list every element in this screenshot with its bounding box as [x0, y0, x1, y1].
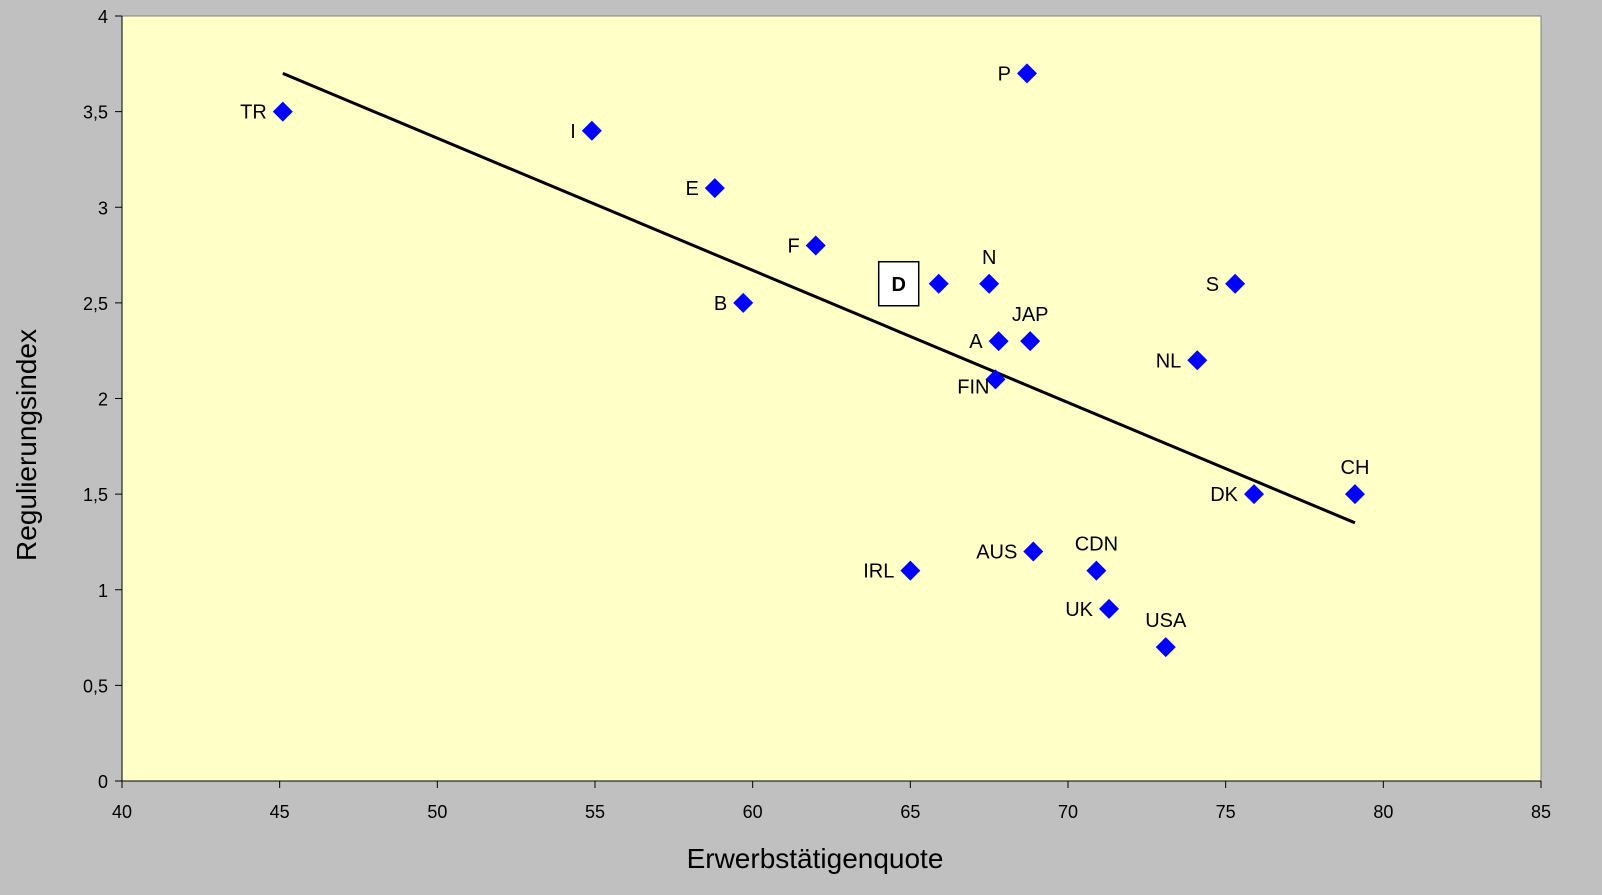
y-tick-label: 4: [98, 7, 108, 27]
data-point-marker: [988, 331, 1009, 352]
axes: 40 45 50 55 60 65 70 75 80 85 0 0,5 1 1,5 2 2,5 3 3,5 4: [83, 7, 1551, 822]
x-axis-title: Erwerbstätigenquote: [687, 843, 944, 874]
x-tick-label: 60: [743, 802, 763, 822]
data-point-label: USA: [1145, 610, 1187, 632]
data-point-marker: [979, 273, 1000, 294]
data-point-label: AUS: [976, 542, 1017, 564]
y-tick-label: 1: [98, 581, 108, 601]
y-tick-label: 3: [98, 198, 108, 218]
y-tick-label: 1,5: [83, 485, 108, 505]
data-point-marker: [1023, 541, 1044, 562]
data-point-marker: [704, 178, 725, 199]
x-tick-label: 70: [1058, 802, 1078, 822]
data-point-marker: [1098, 598, 1119, 619]
y-tick-label: 2: [98, 390, 108, 410]
data-points-group: TR I E B F D N A JAP FIN P AUS IRL CDN UK USA NL S DK CH: [240, 63, 1370, 658]
x-tick-label: 65: [900, 802, 920, 822]
data-point-label: B: [714, 293, 727, 315]
x-tick-label: 55: [585, 802, 605, 822]
data-point-marker: [733, 292, 754, 313]
data-point-marker: [1155, 637, 1176, 658]
data-point-marker: [985, 369, 1006, 390]
data-point-label: A: [969, 331, 983, 353]
data-point-label: CH: [1341, 457, 1370, 479]
data-point-marker: [1344, 484, 1365, 505]
x-tick-label: 45: [270, 802, 290, 822]
data-point-marker: [272, 101, 293, 122]
data-point-label: N: [982, 247, 996, 269]
data-point-marker: [1086, 560, 1107, 581]
data-point-marker: [1020, 331, 1041, 352]
data-point-label: JAP: [1012, 304, 1049, 326]
x-tick-label: 50: [427, 802, 447, 822]
x-tick-label: 40: [112, 802, 132, 822]
data-point-label: UK: [1065, 599, 1093, 621]
x-tick-label: 75: [1216, 802, 1236, 822]
trendline-group: [282, 71, 1356, 525]
data-point-label: F: [788, 236, 800, 258]
data-point-label: P: [998, 63, 1011, 85]
y-tick-label: 0: [98, 772, 108, 792]
data-point-marker: [581, 120, 602, 141]
data-point-marker: [1187, 350, 1208, 371]
data-point-label: D: [891, 274, 905, 296]
data-point-label: S: [1206, 274, 1219, 296]
data-point-label: TR: [240, 102, 267, 124]
data-point-label: IRL: [863, 561, 894, 583]
y-tick-label: 2,5: [83, 294, 108, 314]
highlight-box: [877, 261, 920, 307]
data-point-marker: [900, 560, 921, 581]
x-tick-label: 85: [1531, 802, 1551, 822]
data-point-label: I: [570, 121, 576, 143]
x-tick-label: 80: [1373, 802, 1393, 822]
data-point-marker: [805, 235, 826, 256]
data-point-marker: [1017, 63, 1038, 84]
data-point-marker: [1225, 273, 1246, 294]
data-point-label: CDN: [1075, 534, 1118, 556]
plot-area: [121, 15, 1542, 782]
y-tick-label: 3,5: [83, 103, 108, 123]
data-point-label: FIN: [957, 376, 989, 398]
data-point-marker: [1244, 484, 1265, 505]
data-point-label: NL: [1156, 350, 1182, 372]
data-point-label: DK: [1210, 484, 1238, 506]
y-axis-title: Regulierungsindex: [11, 329, 42, 561]
data-point-marker: [928, 273, 949, 294]
y-tick-label: 0,5: [83, 676, 108, 696]
trendline: [282, 71, 1356, 525]
data-point-label: E: [685, 178, 698, 200]
